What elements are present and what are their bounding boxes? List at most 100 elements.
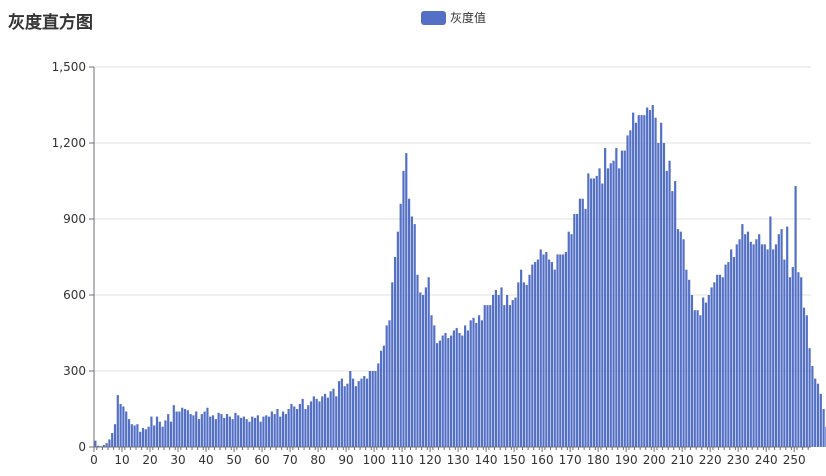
- bar-229[interactable]: [735, 244, 738, 447]
- bar-249[interactable]: [791, 267, 794, 447]
- bar-235[interactable]: [752, 244, 755, 447]
- bar-188[interactable]: [620, 150, 624, 447]
- bar-18[interactable]: [144, 429, 147, 447]
- bar-91[interactable]: [349, 371, 352, 447]
- bar-87[interactable]: [337, 381, 341, 447]
- bar-97[interactable]: [365, 378, 369, 447]
- bar-122[interactable]: [435, 343, 439, 447]
- bar-11[interactable]: [125, 411, 128, 447]
- bar-139[interactable]: [483, 305, 486, 447]
- legend[interactable]: 灰度值: [421, 9, 486, 26]
- bar-46[interactable]: [223, 417, 226, 447]
- bar-53[interactable]: [242, 416, 245, 447]
- bar-211[interactable]: [685, 269, 688, 447]
- bar-257[interactable]: [814, 378, 817, 447]
- bar-71[interactable]: [293, 406, 296, 447]
- bar-93[interactable]: [354, 386, 357, 447]
- bar-61[interactable]: [265, 415, 268, 447]
- bar-104[interactable]: [385, 325, 388, 447]
- bar-127[interactable]: [449, 335, 453, 447]
- bar-73[interactable]: [298, 403, 301, 447]
- bar-189[interactable]: [623, 150, 626, 447]
- bar-118[interactable]: [424, 287, 427, 447]
- bar-209[interactable]: [679, 231, 682, 447]
- bar-254[interactable]: [805, 315, 808, 447]
- bar-63[interactable]: [270, 411, 273, 447]
- bar-203[interactable]: [662, 143, 666, 447]
- bar-195[interactable]: [640, 115, 643, 447]
- bar-48[interactable]: [228, 416, 231, 447]
- bar-74[interactable]: [301, 398, 304, 447]
- bar-128[interactable]: [452, 330, 456, 447]
- bar-177[interactable]: [590, 178, 593, 447]
- bar-228[interactable]: [732, 257, 736, 447]
- bar-156[interactable]: [531, 264, 534, 447]
- bar-113[interactable]: [410, 216, 413, 447]
- bar-29[interactable]: [175, 411, 178, 447]
- bar-248[interactable]: [788, 277, 792, 447]
- bar-25[interactable]: [164, 420, 167, 447]
- bar-66[interactable]: [279, 416, 282, 447]
- bar-181[interactable]: [601, 183, 604, 448]
- bar-15[interactable]: [136, 424, 139, 447]
- bar-34[interactable]: [189, 414, 192, 447]
- bar-135[interactable]: [472, 317, 475, 447]
- bar-194[interactable]: [637, 115, 640, 447]
- bar-105[interactable]: [388, 320, 391, 447]
- bar-176[interactable]: [587, 173, 590, 447]
- bar-95[interactable]: [360, 378, 363, 447]
- bar-231[interactable]: [741, 224, 744, 447]
- bar-160[interactable]: [542, 254, 545, 447]
- bar-239[interactable]: [763, 244, 766, 447]
- bar-88[interactable]: [340, 378, 343, 447]
- bar-98[interactable]: [368, 371, 371, 447]
- bar-12[interactable]: [127, 419, 131, 447]
- bar-100[interactable]: [374, 371, 377, 447]
- bar-30[interactable]: [178, 411, 181, 447]
- bar-238[interactable]: [760, 244, 764, 447]
- bar-43[interactable]: [214, 419, 217, 447]
- bar-212[interactable]: [688, 279, 691, 447]
- bar-185[interactable]: [612, 160, 615, 447]
- bar-77[interactable]: [309, 401, 313, 447]
- bar-1[interactable]: [97, 445, 100, 447]
- bar-259[interactable]: [819, 393, 822, 447]
- bar-242[interactable]: [772, 249, 775, 447]
- bar-232[interactable]: [744, 234, 747, 447]
- bar-83[interactable]: [326, 397, 329, 447]
- bar-79[interactable]: [315, 398, 318, 447]
- bar-49[interactable]: [231, 419, 234, 447]
- bar-124[interactable]: [441, 335, 444, 447]
- bar-147[interactable]: [506, 295, 509, 447]
- bar-67[interactable]: [281, 411, 285, 447]
- bar-213[interactable]: [690, 295, 694, 447]
- bar-106[interactable]: [391, 282, 394, 447]
- bar-199[interactable]: [651, 105, 654, 447]
- bar-207[interactable]: [674, 181, 677, 447]
- bar-149[interactable]: [511, 300, 514, 447]
- bar-108[interactable]: [396, 231, 399, 447]
- bar-191[interactable]: [629, 130, 632, 448]
- bar-173[interactable]: [578, 198, 582, 447]
- bar-64[interactable]: [273, 414, 276, 447]
- bar-45[interactable]: [220, 414, 223, 447]
- bar-19[interactable]: [147, 426, 150, 447]
- bar-153[interactable]: [522, 282, 526, 447]
- bar-0[interactable]: [94, 440, 97, 447]
- bar-35[interactable]: [192, 415, 195, 447]
- bar-101[interactable]: [377, 363, 380, 447]
- bar-13[interactable]: [130, 424, 133, 447]
- bar-165[interactable]: [556, 254, 559, 447]
- bar-208[interactable]: [676, 229, 680, 447]
- bar-94[interactable]: [357, 381, 360, 447]
- bar-225[interactable]: [724, 264, 727, 447]
- bar-78[interactable]: [312, 396, 315, 447]
- bar-134[interactable]: [469, 320, 472, 447]
- bar-92[interactable]: [351, 378, 355, 447]
- bar-230[interactable]: [738, 239, 741, 447]
- bar-102[interactable]: [379, 350, 383, 447]
- bar-55[interactable]: [248, 421, 251, 447]
- bar-159[interactable]: [539, 249, 542, 447]
- bar-129[interactable]: [455, 327, 458, 447]
- bar-151[interactable]: [517, 282, 520, 447]
